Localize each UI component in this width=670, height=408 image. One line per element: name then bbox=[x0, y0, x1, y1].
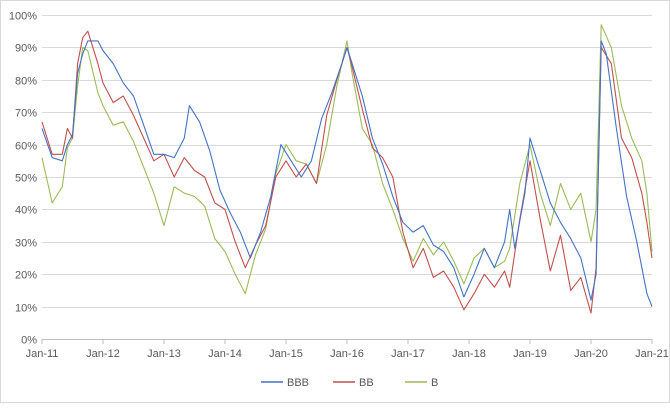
y-tick-label: 10% bbox=[15, 303, 37, 315]
legend-label-b: B bbox=[431, 377, 438, 389]
x-tick-label: Jan-21 bbox=[635, 348, 669, 360]
legend-label-bbb: BBB bbox=[287, 377, 309, 389]
x-axis-tick-labels: Jan-11 Jan-12 Jan-13 Jan-14 Jan-15 Jan-16 Jan-… bbox=[26, 348, 669, 360]
y-tick-label: 40% bbox=[15, 205, 37, 217]
series-line-bbb bbox=[41, 40, 653, 307]
y-tick-label: 20% bbox=[15, 270, 37, 282]
x-tick-label: Jan-17 bbox=[391, 348, 425, 360]
legend: BBB BB B bbox=[261, 377, 438, 389]
y-tick-label: 70% bbox=[15, 108, 37, 120]
x-tick-label: Jan-13 bbox=[147, 348, 181, 360]
y-tick-label: 80% bbox=[15, 76, 37, 88]
y-axis-tick-labels: 0% 10% 20% 30% 40% 50% 60% 70% 80% 90% 100% bbox=[9, 11, 37, 347]
x-tick-label: Jan-15 bbox=[269, 348, 303, 360]
series-line-b bbox=[41, 24, 653, 295]
legend-label-bb: BB bbox=[359, 377, 374, 389]
x-tick-label: Jan-11 bbox=[26, 348, 59, 360]
y-tick-label: 50% bbox=[15, 173, 37, 185]
x-tick-label: Jan-12 bbox=[86, 348, 120, 360]
series-lines bbox=[41, 24, 653, 314]
x-tick-label: Jan-16 bbox=[330, 348, 364, 360]
x-tick-label: Jan-19 bbox=[513, 348, 547, 360]
y-tick-label: 100% bbox=[9, 11, 37, 23]
y-tick-label: 0% bbox=[21, 335, 37, 347]
y-tick-label: 30% bbox=[15, 238, 37, 250]
y-tick-label: 60% bbox=[15, 141, 37, 153]
x-tick-label: Jan-20 bbox=[574, 348, 608, 360]
y-tick-label: 90% bbox=[15, 43, 37, 55]
x-tick-label: Jan-14 bbox=[208, 348, 242, 360]
gridlines bbox=[41, 15, 653, 344]
x-tick-label: Jan-18 bbox=[452, 348, 486, 360]
